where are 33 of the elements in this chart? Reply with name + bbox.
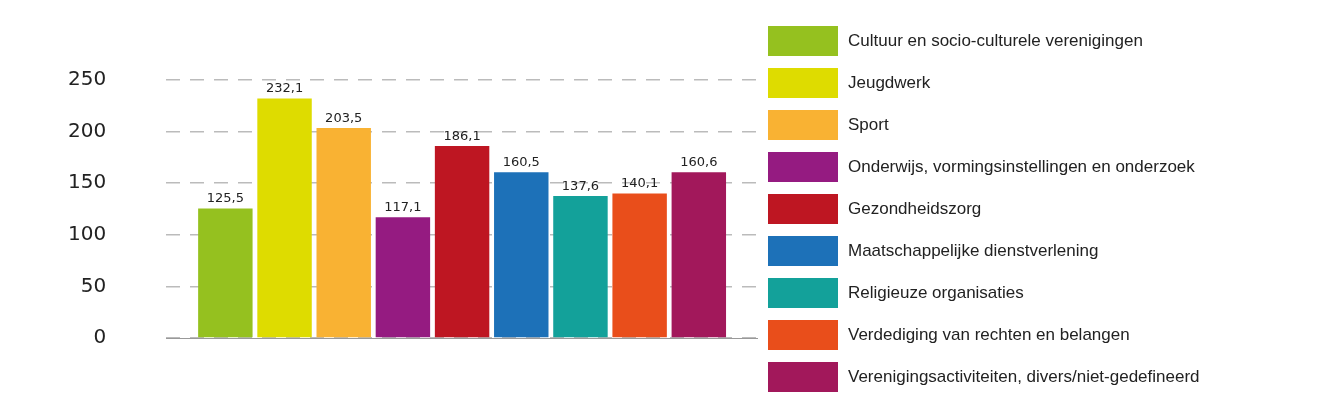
bar <box>434 145 490 338</box>
data-label: 186,1 <box>443 127 481 143</box>
legend-label: Onderwijs, vormingsinstellingen en onderzoek <box>848 157 1195 177</box>
data-label: 117,1 <box>384 199 422 215</box>
data-label: 160,6 <box>680 154 718 170</box>
bar <box>198 208 253 338</box>
y-tick-label: 150 <box>67 169 107 194</box>
legend-label: Religieuze organisaties <box>848 283 1024 303</box>
bar <box>671 172 727 338</box>
legend-label: Jeugdwerk <box>848 73 931 93</box>
y-tick-label: 200 <box>67 117 107 142</box>
data-label: 125,5 <box>206 190 244 206</box>
bar <box>375 217 431 338</box>
legend-label: Verenigingsactiviteiten, divers/niet-gedefineerd <box>848 367 1200 387</box>
y-tick-label: 50 <box>80 272 107 297</box>
y-tick-label: 250 <box>67 66 107 91</box>
data-label: 232,1 <box>265 80 304 96</box>
bar <box>257 98 312 338</box>
data-label: 137,6 <box>561 177 600 193</box>
bar <box>316 127 371 338</box>
y-tick-label: 100 <box>67 221 107 245</box>
legend-label: Gezondheidszorg <box>848 199 982 219</box>
legend-label: Sport <box>848 115 889 135</box>
legend-label: Maatschappelijke dienstverlening <box>848 241 1099 261</box>
bar <box>553 196 608 338</box>
y-tick-label: 0 <box>93 324 107 349</box>
bar <box>494 172 549 338</box>
legend-label: Cultuur en socio-culturele verenigingen <box>848 31 1143 51</box>
legend-label: Verdediging van rechten en belangen <box>848 325 1130 345</box>
data-label: 140,1 <box>621 175 659 191</box>
data-label: 160,5 <box>502 154 540 170</box>
data-label: 203,5 <box>325 109 363 125</box>
bar <box>612 193 667 338</box>
